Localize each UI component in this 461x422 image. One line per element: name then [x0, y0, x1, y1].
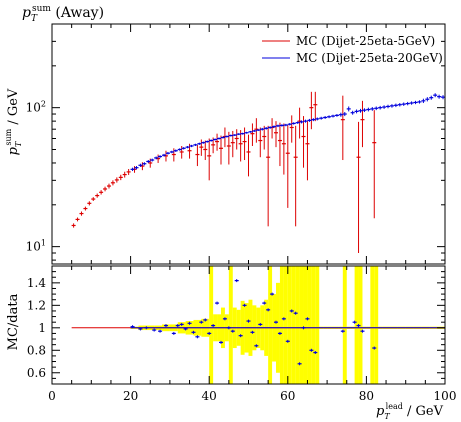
band-segment [342, 266, 347, 384]
x-axis-label: pTlead / GeV [376, 402, 444, 421]
ratio-tick-label: 0.6 [27, 366, 46, 380]
band-segment [283, 266, 288, 384]
title-var: p [22, 5, 31, 21]
band-segment [279, 266, 284, 384]
y-axis-label: pTsum / GeV [4, 88, 23, 155]
series-1 [71, 91, 377, 253]
title-rest: (Away) [51, 5, 104, 21]
ratio-tick-label: 1.4 [27, 276, 46, 290]
ratio-tick-label: 1 [38, 321, 46, 335]
x-tick-label: 60 [280, 389, 295, 403]
ylabel-sub: T [14, 141, 23, 147]
legend-label-series-2: MC (Dijet-25eta-20GeV) [296, 51, 443, 65]
xlabel-sup: lead [386, 402, 403, 411]
band-segment [374, 266, 379, 384]
x-tick-label: 20 [123, 389, 138, 403]
main-frame [51, 23, 446, 265]
x-tick-label: 0 [48, 389, 56, 403]
y-tick-label: 102 [26, 100, 46, 115]
ratio-plot: 0.6 0.8 1 1.2 1.4 0 20 40 60 80 100 [27, 265, 457, 403]
xlabel-sub: T [384, 412, 390, 421]
ratio-frame [51, 265, 446, 385]
band-segment [295, 266, 300, 384]
ylabel-sup: sum [4, 128, 13, 145]
y-tick-label-base: 10 [26, 240, 41, 254]
series-2 [130, 93, 446, 172]
band-segment [315, 266, 320, 384]
y-tick-label-exp: 2 [41, 100, 46, 109]
y-tick-label-base: 10 [26, 101, 41, 115]
xlabel-var: p [376, 404, 385, 419]
xlabel-rest: / GeV [403, 404, 444, 419]
band-segment [299, 266, 304, 384]
band-segment [291, 266, 296, 384]
band-segment [287, 266, 292, 384]
ylabel-rest: / GeV [6, 88, 21, 129]
band-segment [311, 266, 316, 384]
x-tick-label: 40 [202, 389, 217, 403]
band-segment [370, 266, 375, 384]
title-sub: T [31, 14, 38, 24]
band-segment [228, 266, 233, 384]
y-tick-label: 101 [26, 239, 46, 254]
ylabel-var: p [6, 146, 21, 155]
legend: MC (Dijet-25eta-5GeV) MC (Dijet-25eta-20… [262, 34, 443, 65]
title-sup: sum [32, 4, 51, 14]
chart-title: pTsum (Away) [22, 4, 104, 24]
ratio-tick-label: 0.8 [27, 343, 46, 357]
ratio-tick-label: 1.2 [27, 298, 46, 312]
band-segment [303, 266, 308, 384]
ratio-y-axis-label: MC/data [6, 293, 21, 350]
x-tick-label: 100 [434, 389, 457, 403]
x-tick-label: 80 [359, 389, 374, 403]
band-segment [268, 266, 273, 384]
legend-label-series-1: MC (Dijet-25eta-5GeV) [296, 34, 435, 48]
y-tick-label-exp: 1 [41, 239, 46, 248]
band-segment [307, 266, 312, 384]
